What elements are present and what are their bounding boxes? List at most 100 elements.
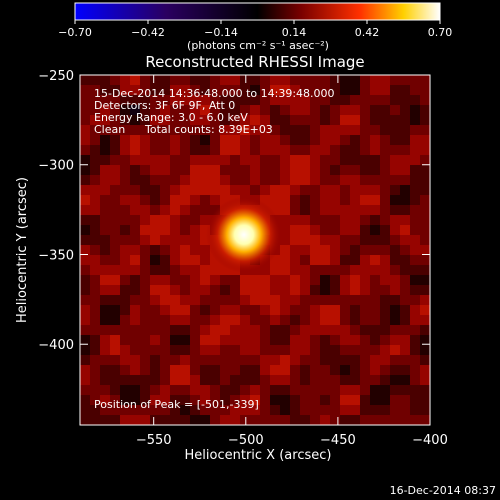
heatmap-cell [120, 95, 130, 105]
heatmap-cell [310, 255, 320, 265]
heatmap-cell [320, 195, 330, 205]
heatmap-cell [260, 335, 270, 345]
heatmap-cell [180, 95, 190, 105]
heatmap-cell [390, 135, 400, 145]
heatmap-cell [160, 415, 170, 425]
heatmap-cell [400, 185, 410, 195]
heatmap-cell [290, 115, 300, 125]
heatmap-cell [130, 395, 140, 405]
heatmap-cell [240, 335, 250, 345]
heatmap-cell [320, 165, 330, 175]
heatmap-cell [340, 325, 350, 335]
heatmap-cell [80, 85, 90, 95]
heatmap-cell [220, 415, 230, 425]
heatmap-cell [380, 415, 390, 425]
heatmap-cell [210, 115, 220, 125]
heatmap-cell [100, 365, 110, 375]
heatmap-cell [360, 175, 370, 185]
heatmap-cell [110, 405, 120, 415]
heatmap-cell [260, 355, 270, 365]
heatmap-cell [140, 415, 150, 425]
heatmap-cell [160, 275, 170, 285]
heatmap-cell [360, 245, 370, 255]
heatmap-cell [280, 215, 290, 225]
heatmap-cell [240, 135, 250, 145]
heatmap-cell [90, 105, 100, 115]
heatmap-cell [310, 75, 320, 85]
heatmap-cell [240, 155, 250, 165]
heatmap-cell [80, 365, 90, 375]
heatmap-cell [120, 385, 130, 395]
heatmap-cell [270, 95, 280, 105]
heatmap-cell [390, 405, 400, 415]
heatmap-cell [90, 275, 100, 285]
heatmap-cell [90, 305, 100, 315]
heatmap-cell [410, 395, 420, 405]
heatmap-cell [280, 135, 290, 145]
heatmap-cell [390, 95, 400, 105]
heatmap-cell [280, 85, 290, 95]
heatmap-cell [290, 215, 300, 225]
heatmap-cell [130, 165, 140, 175]
heatmap-cell [360, 85, 370, 95]
heatmap-cell [130, 225, 140, 235]
heatmap-cell [290, 265, 300, 275]
heatmap-cell [330, 215, 340, 225]
heatmap-cell [350, 235, 360, 245]
heatmap-cell [140, 315, 150, 325]
heatmap-cell [120, 375, 130, 385]
heatmap-cell [410, 235, 420, 245]
heatmap-cell [410, 295, 420, 305]
heatmap-cell [350, 325, 360, 335]
heatmap-cell [380, 175, 390, 185]
colorbar-unit-label: (photons cm⁻² s⁻¹ asec⁻²) [187, 39, 329, 52]
heatmap-cell [210, 145, 220, 155]
heatmap-cell [150, 225, 160, 235]
heatmap-cell [100, 275, 110, 285]
heatmap-cell [340, 75, 350, 85]
heatmap-cell [130, 85, 140, 95]
heatmap-cell [310, 225, 320, 235]
colorbar-tick-label: −0.42 [131, 26, 165, 39]
heatmap-cell [420, 415, 430, 425]
heatmap-cell [190, 235, 200, 245]
heatmap-cell [290, 365, 300, 375]
heatmap-cell [110, 95, 120, 105]
heatmap-cell [100, 215, 110, 225]
heatmap-cell [130, 325, 140, 335]
heatmap-cell [150, 355, 160, 365]
heatmap-cell [320, 395, 330, 405]
heatmap-cell [110, 85, 120, 95]
heatmap-cell [80, 305, 90, 315]
heatmap-cell [210, 275, 220, 285]
heatmap-cell [130, 375, 140, 385]
heatmap-cell [380, 275, 390, 285]
heatmap-cell [400, 315, 410, 325]
heatmap-cell [140, 185, 150, 195]
heatmap-cell [240, 125, 250, 135]
heatmap-cell [420, 225, 430, 235]
heatmap-cell [230, 345, 240, 355]
heatmap-cell [240, 285, 250, 295]
heatmap-cell [280, 165, 290, 175]
heatmap-cell [180, 305, 190, 315]
heatmap-cell [410, 345, 420, 355]
heatmap-cell [280, 345, 290, 355]
heatmap-cell [120, 85, 130, 95]
heatmap-cell [150, 155, 160, 165]
heatmap-cell [350, 195, 360, 205]
heatmap-cell [410, 255, 420, 265]
heatmap-cell [410, 205, 420, 215]
heatmap-cell [360, 195, 370, 205]
heatmap-cell [330, 405, 340, 415]
heatmap-cell [320, 255, 330, 265]
heatmap-cell [210, 365, 220, 375]
heatmap-cell [180, 185, 190, 195]
heatmap-cell [370, 205, 380, 215]
heatmap-cell [170, 115, 180, 125]
y-axis-label: Heliocentric Y (arcsec) [15, 177, 30, 323]
heatmap-cell [300, 275, 310, 285]
heatmap-cell [340, 375, 350, 385]
heatmap-cell [330, 325, 340, 335]
heatmap-cell [210, 175, 220, 185]
